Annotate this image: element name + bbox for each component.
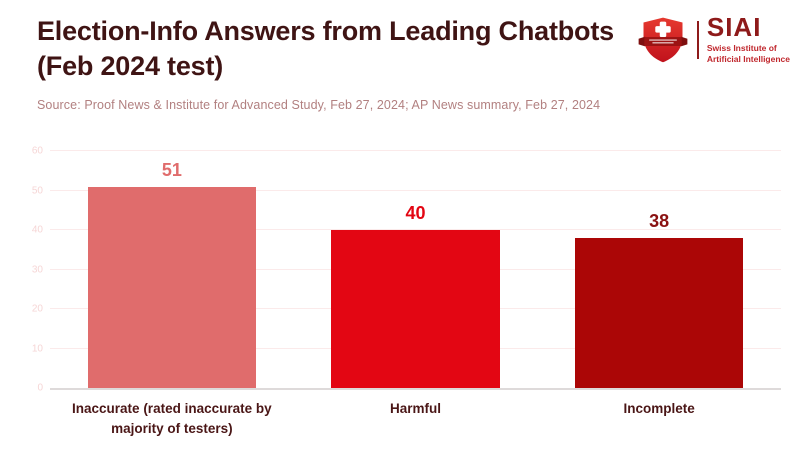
logo-divider: [696, 20, 699, 59]
y-axis-tick-label: 0: [37, 382, 43, 394]
bar-column: 38: [537, 151, 781, 388]
y-axis-tick-label: 40: [31, 224, 43, 236]
bar-column: 40: [294, 151, 538, 388]
x-axis-label: Incomplete: [623, 401, 695, 416]
y-axis-tick-label: 50: [31, 185, 43, 196]
bar: [331, 230, 500, 388]
logo-name-line2: Artificial Intelligence: [706, 54, 790, 65]
swiss-shield-icon: [637, 15, 689, 64]
logo-text: SIAI Swiss Institute of Artificial Intel…: [707, 14, 790, 65]
logo-name-line1: Swiss Institute of: [706, 43, 777, 53]
chart-title: Election-Info Answers from Leading Chatb…: [37, 16, 614, 81]
siai-logo: SIAI Swiss Institute of Artificial Intel…: [637, 14, 790, 65]
bar-value-label: 51: [161, 159, 182, 180]
bar-value-label: 40: [405, 203, 426, 224]
bars-container: 51 40 38: [50, 151, 781, 388]
bar-column: 51: [50, 151, 294, 388]
x-axis-label: Harmful: [390, 401, 442, 416]
bar-value-label: 38: [649, 210, 670, 231]
bar: [87, 186, 256, 388]
y-axis-tick-label: 60: [31, 145, 43, 157]
logo-name: Swiss Institute of Artificial Intelligen…: [707, 43, 790, 65]
plot-area: 51 40 38 0 10 20 30 40 50 60: [32, 146, 781, 394]
bar: [575, 237, 744, 388]
logo-acronym: SIAI: [706, 12, 762, 42]
x-axis-labels-row: Inaccurate (rated inaccurate by majority…: [50, 399, 781, 438]
y-axis-tick-label: 20: [31, 303, 43, 315]
source-note: Source: Proof News & Institute for Advan…: [37, 98, 601, 112]
y-axis-tick-label: 30: [31, 264, 43, 275]
x-axis-label: Inaccurate (rated inaccurate by majority…: [72, 401, 272, 436]
y-axis-tick-label: 10: [31, 343, 43, 355]
